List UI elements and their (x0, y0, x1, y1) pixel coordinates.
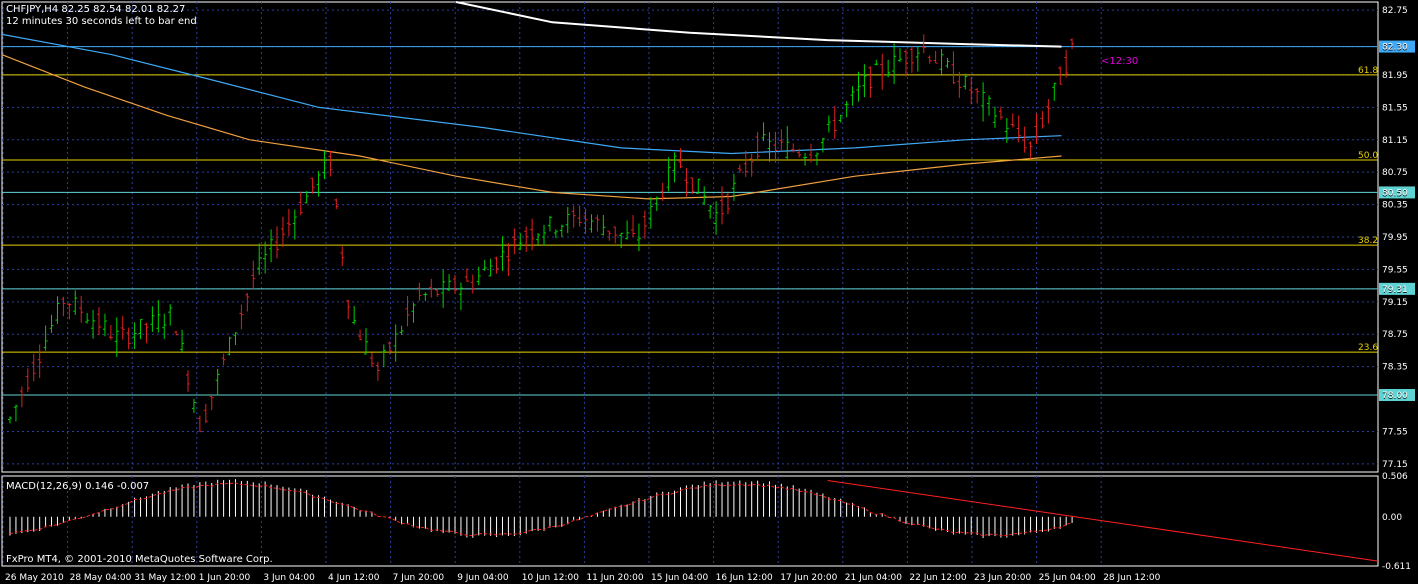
x-tick-label: 25 Jun 04:00 (1039, 573, 1096, 583)
y-tick-label: 78.00 (1382, 391, 1408, 401)
x-tick-label: 9 Jun 04:00 (457, 573, 509, 583)
macd-label: MACD(12,26,9) 0.146 -0.007 (6, 481, 149, 492)
fib-level-label: 23.6 (1358, 343, 1378, 353)
x-tick-label: 1 Jun 20:00 (199, 573, 251, 583)
x-tick-label: 11 Jun 20:00 (586, 573, 643, 583)
horizontal-levels: 82.30 61.8 50.0 80.50 38.2 79.31 23.6 78.00 (2, 40, 1415, 402)
fib-level-label: 38.2 (1358, 236, 1378, 246)
level-price-label: 82.30 (1382, 44, 1408, 54)
macd-panel-border (1, 475, 1379, 567)
level-price-box (1379, 40, 1415, 53)
x-tick-label: 7 Jun 20:00 (393, 573, 445, 583)
level-price-label: 78.00 (1382, 392, 1408, 402)
macd-y-tick-label: 0.506 (1382, 472, 1408, 482)
x-tick-label: 28 May 04:00 (70, 573, 132, 583)
x-tick-label: 26 May 2010 (5, 573, 64, 583)
level-price-box (1379, 389, 1415, 402)
moving-averages (1, 1, 1062, 200)
moving-average-line (455, 1, 1062, 48)
y-tick-label: 81.95 (1382, 71, 1408, 81)
level-price-box (1379, 282, 1415, 295)
x-tick-label: 17 Jun 20:00 (780, 573, 837, 583)
y-tick-label: 81.15 (1382, 136, 1408, 146)
countdown-label: <12:30 (1101, 56, 1138, 67)
chart-header: CHFJPY,H4 82.25 82.54 82.01 82.27 (6, 4, 185, 15)
y-tick-label: 80.35 (1382, 201, 1408, 211)
x-tick-label: 28 Jun 12:00 (1103, 573, 1160, 583)
macd-y-tick-label: -0.611 (1382, 562, 1411, 572)
moving-average-line (1, 54, 1062, 200)
x-tick-label: 21 Jun 04:00 (845, 573, 902, 583)
x-tick-label: 16 Jun 12:00 (716, 573, 773, 583)
y-tick-label: 79.55 (1382, 265, 1408, 275)
y-tick-label: 79.31 (1382, 285, 1408, 295)
axes: 26 May 2010 28 May 04:00 31 May 12:00 1 Jun… (5, 6, 1411, 583)
y-tick-label: 78.75 (1382, 330, 1408, 340)
x-tick-label: 22 Jun 12:00 (909, 573, 966, 583)
macd-trend-line (827, 480, 1379, 562)
fib-level-label: 50.0 (1358, 151, 1378, 161)
y-tick-label: 79.95 (1382, 233, 1408, 243)
level-price-box (1379, 186, 1415, 199)
y-tick-label: 80.75 (1382, 168, 1408, 178)
level-price-label: 79.31 (1382, 286, 1408, 296)
level-price-label: 80.50 (1382, 189, 1408, 199)
macd-y-tick-label: 0.00 (1382, 513, 1402, 523)
ohlc-bars (8, 34, 1075, 433)
macd-signal-line (9, 482, 1073, 537)
x-tick-label: 3 Jun 04:00 (263, 573, 315, 583)
x-tick-label: 10 Jun 12:00 (522, 573, 579, 583)
y-tick-label: 77.55 (1382, 427, 1408, 437)
y-tick-label: 80.50 (1382, 188, 1408, 198)
x-tick-label: 15 Jun 04:00 (651, 573, 708, 583)
y-tick-label: 82.75 (1382, 6, 1408, 16)
y-tick-label: 78.35 (1382, 363, 1408, 373)
x-tick-label: 4 Jun 12:00 (328, 573, 380, 583)
x-tick-label: 31 May 12:00 (134, 573, 196, 583)
y-tick-label: 82.30 (1382, 43, 1408, 53)
bar-timer: 12 minutes 30 seconds left to bar end (6, 16, 197, 27)
moving-average-line (1, 33, 1062, 155)
copyright: FxPro MT4, © 2001-2010 MetaQuotes Softwa… (6, 554, 273, 565)
y-tick-label: 77.15 (1382, 460, 1408, 470)
macd-histogram (9, 479, 1379, 562)
x-tick-label: 23 Jun 20:00 (974, 573, 1031, 583)
y-tick-label: 81.55 (1382, 103, 1408, 113)
grid (1, 1, 1379, 567)
fib-level-label: 61.8 (1358, 66, 1378, 76)
y-tick-label: 79.15 (1382, 298, 1408, 308)
